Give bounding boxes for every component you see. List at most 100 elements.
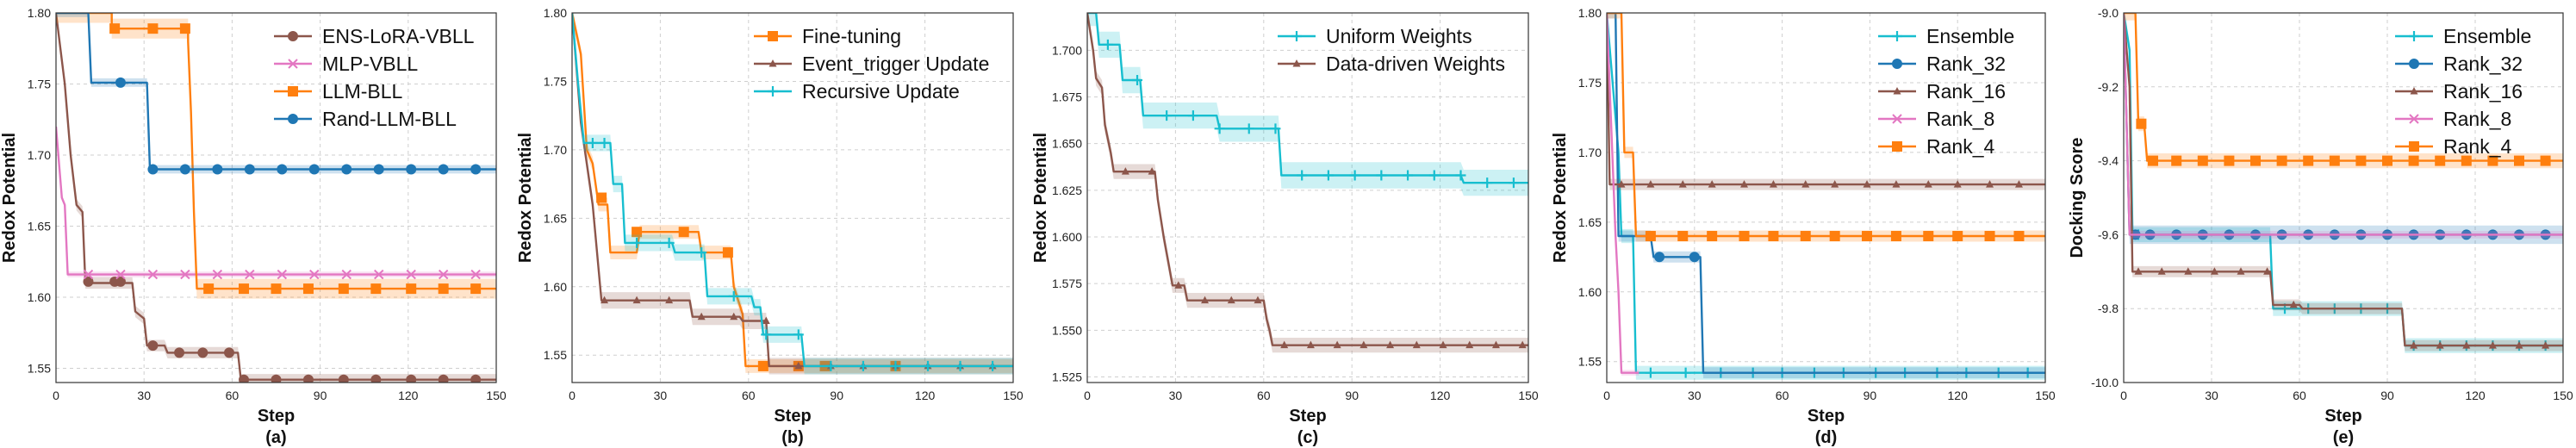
data-point bbox=[663, 237, 675, 248]
data-point bbox=[1645, 231, 1656, 242]
data-point bbox=[470, 374, 482, 383]
data-point bbox=[2171, 155, 2182, 166]
data-point bbox=[1831, 180, 1839, 188]
data-point bbox=[1708, 180, 1716, 188]
data-point bbox=[678, 227, 689, 238]
data-point bbox=[147, 269, 159, 280]
data-point bbox=[1678, 180, 1687, 188]
x-axis-label: Step bbox=[258, 407, 295, 426]
x-tick-label: 90 bbox=[2380, 389, 2394, 402]
series-ens-lora-vbll bbox=[56, 13, 496, 383]
data-point bbox=[1482, 177, 1493, 189]
series-rank-16 bbox=[1607, 13, 2045, 190]
data-point bbox=[1892, 180, 1901, 188]
x-tick-label: 30 bbox=[654, 389, 668, 402]
legend-label: LLM-BLL bbox=[322, 80, 403, 103]
x-axis-label: Step bbox=[1808, 407, 1845, 426]
data-point bbox=[1360, 340, 1368, 349]
data-point bbox=[1617, 180, 1626, 188]
chart-panel-1: 0 30 60 90 120 150 1.55 1.60 1.65 1.70 1.75 1.80 Ste… bbox=[0, 6, 507, 447]
legend-label: Rank_32 bbox=[1926, 53, 2006, 75]
legend-label: Fine-tuning bbox=[802, 25, 901, 47]
legend-label: Rank_32 bbox=[2443, 53, 2523, 75]
data-point bbox=[794, 361, 803, 370]
data-point bbox=[632, 237, 643, 248]
data-point bbox=[277, 164, 288, 175]
data-point bbox=[302, 374, 314, 383]
data-point bbox=[197, 347, 208, 358]
legend-marker bbox=[2409, 114, 2419, 124]
data-point bbox=[596, 192, 607, 203]
legend-item: Rank_16 bbox=[1878, 80, 2006, 103]
data-point bbox=[1148, 167, 1156, 175]
data-point bbox=[728, 290, 739, 302]
x-tick-label: 60 bbox=[742, 389, 756, 402]
data-point bbox=[730, 312, 738, 320]
y-tick-label: 1.70 bbox=[1578, 146, 1602, 159]
data-point bbox=[179, 23, 190, 34]
data-point bbox=[245, 269, 255, 280]
x-tick-label: 60 bbox=[1257, 389, 1271, 402]
data-point bbox=[1689, 252, 1700, 263]
y-tick-label: 1.80 bbox=[544, 6, 567, 20]
data-point bbox=[370, 283, 382, 295]
data-point bbox=[1801, 180, 1810, 188]
legend-marker bbox=[288, 59, 298, 69]
y-tick-label: 1.525 bbox=[1052, 370, 1082, 384]
data-point bbox=[115, 77, 126, 88]
data-point bbox=[2197, 155, 2208, 166]
legend-label: Ensemble bbox=[2443, 25, 2531, 47]
data-point bbox=[2013, 231, 2025, 242]
data-point bbox=[2157, 267, 2166, 275]
x-tick-label: 30 bbox=[137, 389, 151, 402]
data-point bbox=[1132, 75, 1143, 85]
data-point bbox=[2461, 155, 2472, 166]
x-tick-label: 30 bbox=[1169, 389, 1183, 402]
chart-panel-3: 0 30 60 90 120 150 1.525 1.550 1.575 1.600 1.625 1.… bbox=[1031, 12, 1539, 447]
data-point bbox=[338, 374, 349, 383]
x-tick-label: 90 bbox=[314, 389, 327, 402]
data-point bbox=[757, 360, 768, 371]
legend-item: Rank_32 bbox=[2395, 53, 2523, 75]
series-line bbox=[1607, 13, 1640, 374]
data-point bbox=[2184, 267, 2193, 275]
legend-marker bbox=[2409, 141, 2419, 152]
axes-frame bbox=[55, 12, 497, 383]
legend-item: ENS-LoRA-VBLL bbox=[274, 25, 475, 47]
series-line bbox=[56, 13, 496, 290]
chart-panel-4: 0 30 60 90 120 150 1.55 1.60 1.65 1.70 1.75 1.80 Ste… bbox=[1551, 6, 2056, 447]
data-point bbox=[762, 316, 770, 324]
plot-area bbox=[56, 13, 496, 383]
legend-item: LLM-BLL bbox=[274, 80, 403, 103]
legend-item: Recursive Update bbox=[754, 80, 960, 103]
series-rand-llm-bll bbox=[56, 13, 496, 175]
data-point bbox=[2487, 155, 2498, 166]
series-line bbox=[56, 13, 496, 381]
legend-label: Ensemble bbox=[1926, 25, 2014, 47]
data-point bbox=[271, 374, 282, 383]
x-axis-label: Step bbox=[2324, 407, 2361, 426]
data-point bbox=[1174, 281, 1183, 289]
data-point bbox=[2382, 155, 2392, 166]
x-tick-label: 60 bbox=[2293, 389, 2306, 402]
legend-item: Rank_32 bbox=[1878, 53, 2006, 75]
legend-marker bbox=[768, 86, 778, 96]
x-tick-label: 150 bbox=[2035, 389, 2056, 402]
data-point bbox=[632, 227, 643, 238]
legend-item: Ensemble bbox=[2395, 25, 2531, 47]
x-tick-label: 120 bbox=[398, 389, 419, 402]
data-point bbox=[1306, 340, 1315, 349]
legend-label: MLP-VBLL bbox=[322, 53, 418, 75]
data-point bbox=[2136, 118, 2147, 129]
axes-frame bbox=[571, 12, 1014, 383]
legend-marker bbox=[2409, 59, 2419, 69]
panel-sublabel: (c) bbox=[1297, 428, 1318, 447]
data-point bbox=[1280, 340, 1289, 349]
gridlines bbox=[55, 12, 497, 383]
plot-area bbox=[2124, 13, 2563, 353]
y-axis-label: Redox Potential bbox=[516, 133, 535, 263]
data-point bbox=[1768, 231, 1779, 242]
series-rank-32 bbox=[1607, 13, 2045, 379]
y-tick-label: 1.70 bbox=[544, 143, 567, 157]
data-point bbox=[2014, 180, 2023, 188]
